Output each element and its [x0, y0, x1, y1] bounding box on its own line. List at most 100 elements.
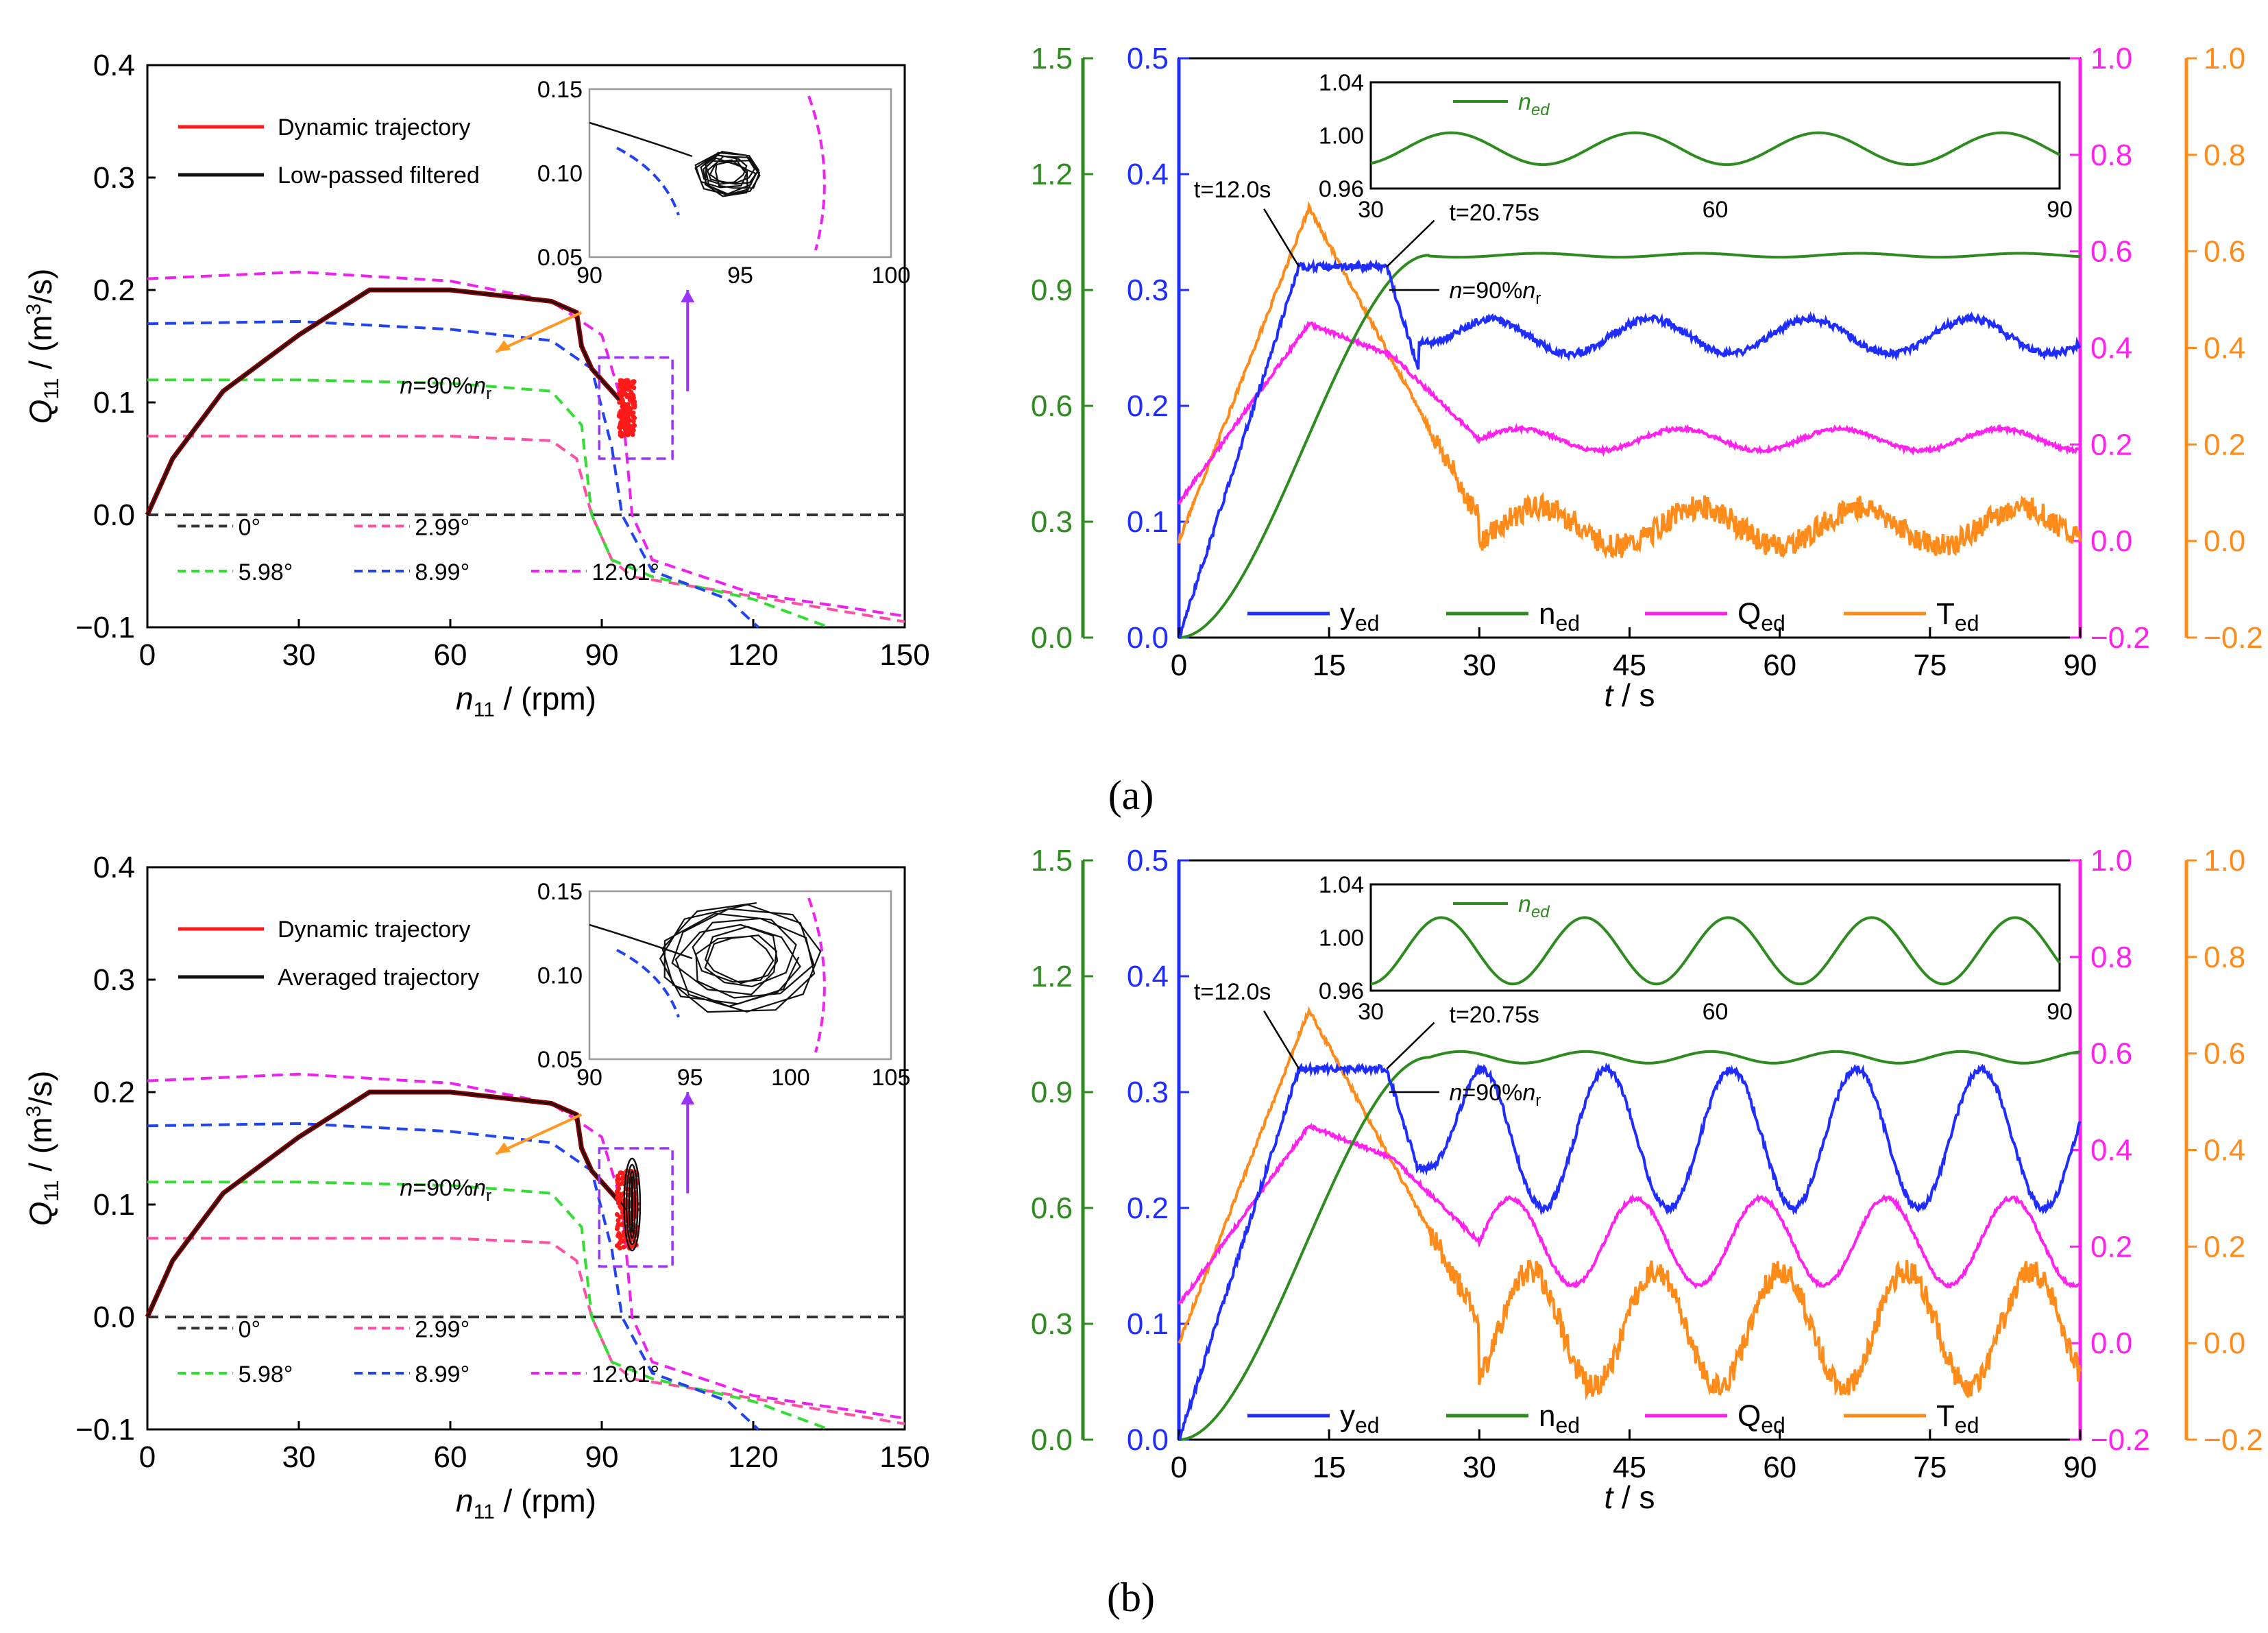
y-tick-label: 0.0 [93, 1301, 135, 1334]
dynamic-point [618, 394, 624, 399]
yed-tick-label: 0.4 [1127, 158, 1169, 191]
inset-y-tick: 0.96 [1319, 978, 1364, 1004]
ned-tick-label: 0.0 [1031, 621, 1073, 655]
y-tick-label: 0.4 [93, 851, 135, 884]
qed-tick-label: 0.0 [2090, 1327, 2132, 1360]
qed-tick-label: 0.0 [2090, 524, 2132, 558]
zoom-box [598, 1147, 674, 1268]
opening-curve-5.98° [147, 378, 830, 629]
inset-frame [588, 890, 892, 1061]
opening-legend-label: 0° [239, 1316, 261, 1342]
x-axis-label: t / s [1604, 1479, 1655, 1515]
inset-curve-blue [616, 948, 680, 1018]
dynamic-point [620, 404, 626, 409]
x-tick-label: 90 [585, 1440, 619, 1474]
series-ned [1179, 1050, 2081, 1441]
averaged-loop [628, 1170, 636, 1239]
inset-y-tick: 1.04 [1319, 70, 1364, 96]
qed-tick-label: 0.8 [2090, 138, 2132, 172]
x-tick-label: 45 [1613, 1451, 1646, 1484]
ted-tick-label: 0.8 [2204, 138, 2245, 172]
inset-x-tick: 90 [576, 263, 602, 289]
qed-tick-label: 0.8 [2090, 941, 2132, 974]
annot-arrow-12 [1263, 208, 1300, 267]
y-tick-label: 0.1 [93, 1188, 135, 1222]
inset-y-tick: 1.00 [1319, 123, 1364, 149]
inset-x-tick: 90 [2047, 197, 2073, 223]
annot-t2075: t=20.75s [1450, 200, 1539, 226]
y-tick-label: 0.3 [93, 161, 135, 195]
opening-legend-label: 8.99° [415, 559, 470, 585]
ted-tick-label: 0.2 [2204, 1230, 2245, 1263]
dynamic-point [618, 426, 623, 431]
x-axis-label: t / s [1604, 677, 1655, 713]
legend-label: Ted [1936, 1399, 1979, 1438]
dynamic-point [621, 1244, 626, 1250]
qed-tick-label: 1.0 [2090, 844, 2132, 878]
plot-a-left: 0 30 60 90 120 150 −0.1 0.0 0.1 0.2 0.3 0.4 n11 / (r… [23, 49, 930, 721]
opening-legend-label: 0° [239, 514, 261, 540]
qed-tick-label: 0.6 [2090, 235, 2132, 269]
dynamic-point [614, 1189, 620, 1194]
yed-tick-label: 0.1 [1127, 1307, 1169, 1341]
dynamic-point [629, 381, 634, 387]
ted-tick-label: 1.0 [2204, 844, 2245, 878]
dynamic-point [615, 1218, 621, 1223]
yed-tick-label: 0.4 [1127, 960, 1169, 993]
dynamic-point [617, 1246, 622, 1251]
qed-tick-label: −0.2 [2090, 621, 2150, 655]
dynamic-point [625, 431, 631, 436]
caption-a: (a) [1108, 773, 1154, 818]
dynamic-point [619, 1222, 624, 1227]
y-tick-label: 0.1 [93, 386, 135, 420]
x-tick-label: 30 [1463, 649, 1496, 682]
dynamic-point [616, 1182, 622, 1187]
y-tick-label: 0.0 [93, 498, 135, 532]
dynamic-point [624, 404, 630, 409]
dynamic-point [618, 1170, 623, 1176]
inset-x-tick: 90 [2047, 999, 2073, 1025]
x-axis-label: n11 / (rpm) [456, 681, 596, 721]
inset-curve-magenta [807, 95, 826, 251]
trajectory-line [146, 1091, 628, 1318]
averaged-loop [625, 1163, 639, 1246]
annot-arrow-12 [1263, 1011, 1300, 1069]
x-tick-label: 0 [1171, 1451, 1187, 1484]
x-axis-label: n11 / (rpm) [456, 1483, 596, 1523]
inset-x-tick: 60 [1703, 197, 1729, 223]
ned-tick-label: 0.9 [1031, 1076, 1073, 1109]
ted-tick-label: 0.8 [2204, 941, 2245, 974]
y-tick-label: 0.2 [93, 1076, 135, 1109]
dynamic-point [617, 413, 622, 419]
y-tick-label: −0.1 [75, 1413, 135, 1447]
inset-x-tick: 90 [576, 1065, 602, 1091]
annot-arrow-2075 [1386, 219, 1435, 268]
inset-y-tick: 1.00 [1319, 926, 1364, 952]
inset-y-tick: 0.15 [537, 77, 583, 103]
dynamic-point [618, 1214, 623, 1220]
inset-curve-magenta [807, 897, 826, 1053]
legend-label: ned [1539, 597, 1580, 636]
yed-tick-label: 0.2 [1127, 1192, 1169, 1225]
dynamic-point [629, 399, 635, 404]
dynamic-point [630, 391, 635, 397]
series-ted [1178, 1006, 2082, 1401]
yed-tick-label: 0.0 [1127, 1423, 1169, 1457]
yed-tick-label: 0.0 [1127, 621, 1169, 655]
opening-curve-12.01° [147, 1072, 905, 1420]
x-tick-label: 0 [139, 1440, 156, 1474]
x-tick-label: 45 [1613, 649, 1646, 682]
opening-curve-5.98° [147, 1181, 830, 1431]
dynamic-point [617, 1241, 622, 1246]
opening-legend-label: 2.99° [415, 1316, 470, 1342]
inset-frame [1369, 81, 2061, 190]
yed-tick-label: 0.1 [1127, 505, 1169, 539]
ted-tick-label: 0.0 [2204, 1327, 2245, 1360]
x-tick-label: 15 [1313, 1451, 1346, 1484]
dynamic-point [615, 1174, 620, 1179]
dynamic-point [615, 1200, 621, 1206]
ted-tick-label: −0.2 [2204, 621, 2263, 655]
dynamic-point [622, 378, 627, 384]
series-yed [1178, 1061, 2082, 1440]
x-tick-label: 30 [282, 1440, 316, 1474]
